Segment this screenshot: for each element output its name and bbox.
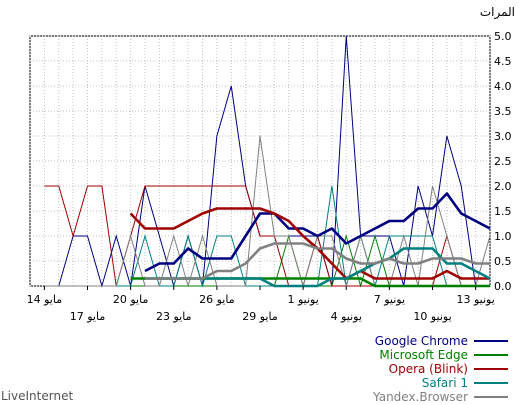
google-chrome-average-line: [144, 192, 491, 273]
yandex-browser-average-line: [145, 242, 490, 280]
y-axis-ticks: 0.0 0.5 1.0 1.5 2.0 2.5 3.0 3.5 4.0 4.5 5.0: [494, 30, 512, 293]
x-tick-label: 13 يونيو: [456, 293, 494, 306]
y-tick-label: 3.0: [494, 130, 512, 143]
x-tick-label: 10 يونيو: [413, 310, 451, 323]
x-tick-label: 7 يونيو: [374, 293, 405, 306]
y-tick-label: 4.0: [494, 80, 512, 93]
y-axis-title: المرات: [480, 5, 515, 20]
y-tick-label: 1.0: [494, 230, 512, 243]
legend-label: Yandex.Browser: [372, 390, 468, 404]
y-tick-label: 1.5: [494, 205, 512, 218]
x-tick-label: 14 مايو: [27, 293, 63, 306]
x-tick-label: 26 مايو: [199, 293, 235, 306]
legend-label: Safari 1: [422, 376, 468, 390]
y-tick-label: 2.0: [494, 180, 512, 193]
legend-label: Google Chrome: [375, 334, 468, 348]
x-tick-label: 1 يونيو: [287, 293, 318, 306]
credit-label: LiveInternet: [1, 389, 73, 403]
legend-label: Opera (Blink): [389, 362, 468, 376]
series-layer: [44, 35, 491, 288]
y-tick-label: 0.0: [494, 280, 512, 293]
x-axis-ticks: 13 يونيو 7 يونيو 1 يونيو 26 مايو 20 مايو 14 م…: [27, 286, 495, 323]
x-tick-label: 4 يونيو: [331, 310, 362, 323]
x-tick-label: 29 مايو: [242, 310, 278, 323]
plot-background: [29, 35, 491, 287]
y-tick-label: 5.0: [494, 30, 512, 43]
safari-1-daily-line: [44, 185, 490, 288]
legend-label: Microsoft Edge: [379, 348, 468, 362]
y-tick-label: 3.5: [494, 105, 512, 118]
opera-blink-average-line: [129, 207, 490, 280]
x-tick-label: 17 مايو: [70, 310, 106, 323]
y-tick-label: 2.5: [494, 155, 512, 168]
y-tick-label: 0.5: [494, 255, 512, 268]
x-tick-label: 23 مايو: [156, 310, 192, 323]
y-tick-label: 4.5: [494, 55, 512, 68]
x-tick-label: 20 مايو: [113, 293, 149, 306]
